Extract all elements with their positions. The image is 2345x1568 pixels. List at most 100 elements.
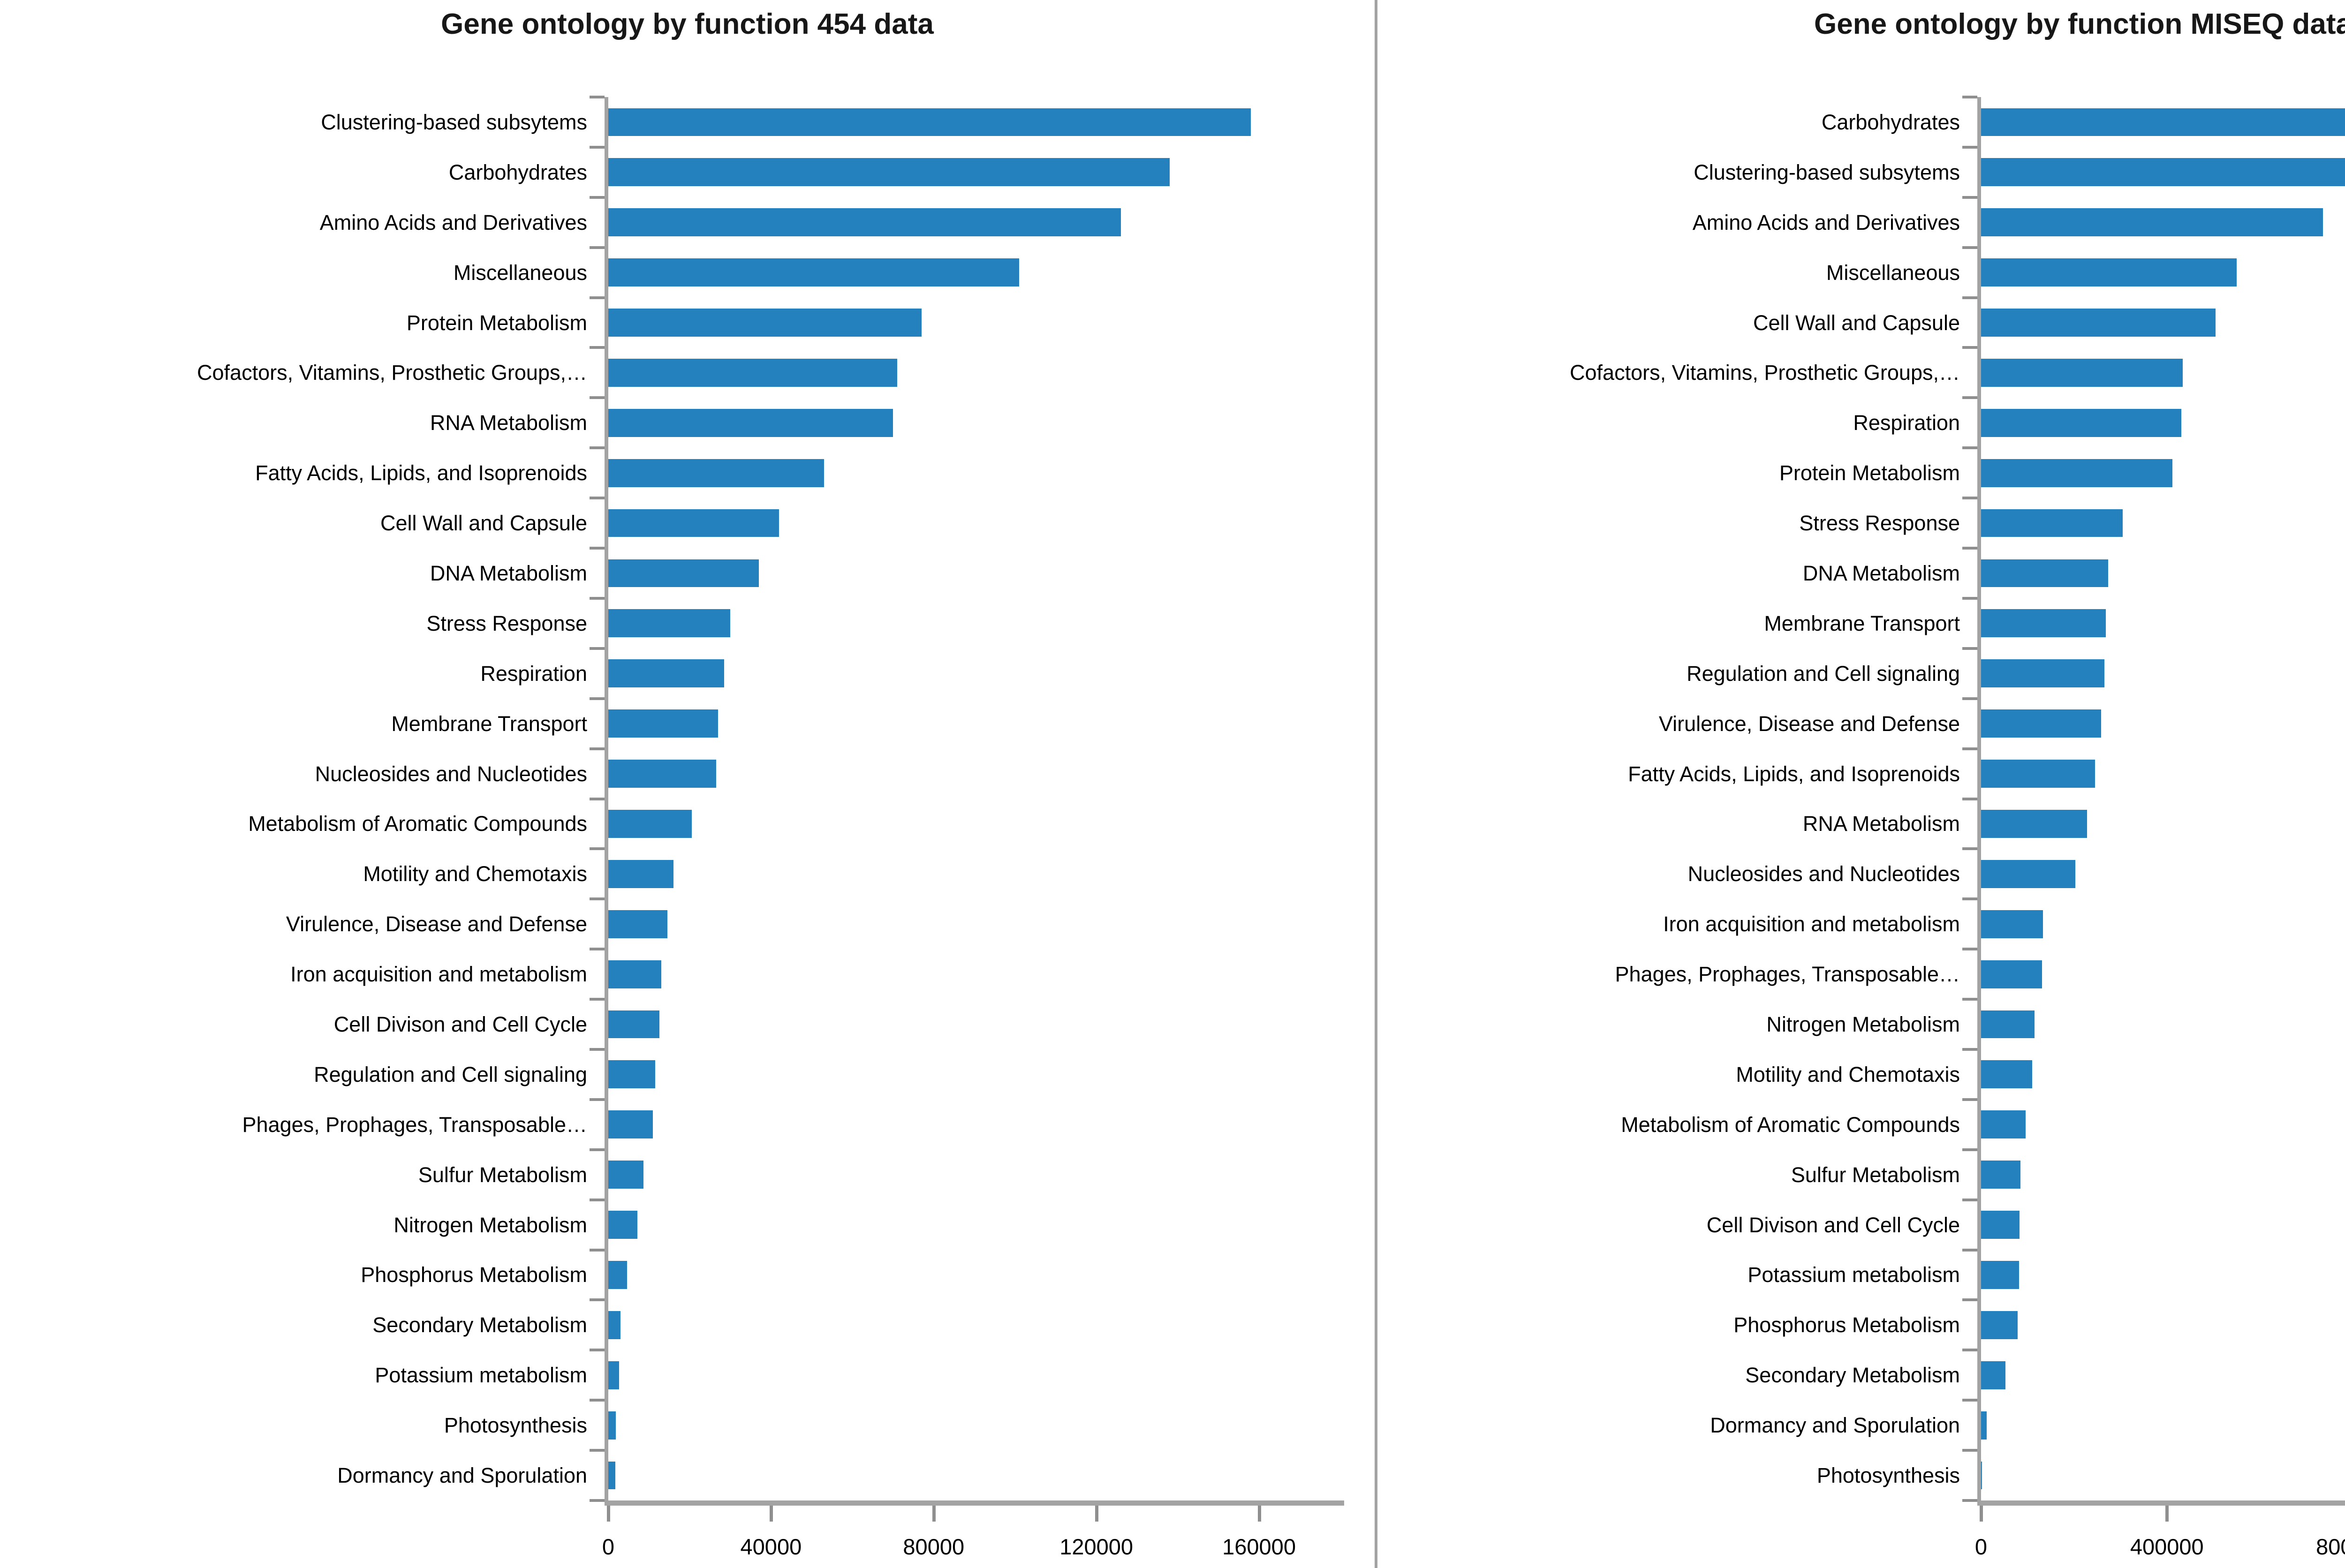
- y-tick-mark: [590, 396, 605, 400]
- label-row: Metabolism of Aromatic Compounds: [0, 799, 587, 849]
- chart-row: [608, 498, 1340, 548]
- bar: [1981, 358, 2183, 387]
- y-tick-mark: [1962, 96, 1977, 98]
- y-tick-mark: [1962, 1499, 1977, 1502]
- label-row: Dormancy and Sporulation: [0, 1450, 587, 1500]
- bar: [608, 1211, 637, 1239]
- bar: [608, 609, 731, 638]
- category-label: Virulence, Disease and Defense: [286, 912, 587, 936]
- x-tick-mark: [1095, 1506, 1098, 1522]
- chart-row: [1981, 1150, 2345, 1200]
- chart-row: [608, 448, 1340, 498]
- y-tick-mark: [1962, 697, 1977, 700]
- category-label: Cofactors, Vitamins, Prosthetic Groups,…: [197, 361, 587, 385]
- label-row: Respiration: [0, 648, 587, 699]
- label-row: Carbohydrates: [0, 147, 587, 197]
- category-label: Motility and Chemotaxis: [1736, 1062, 1960, 1086]
- chart-row: [1981, 347, 2345, 398]
- chart-row: [608, 147, 1340, 197]
- category-label: Stress Response: [426, 611, 587, 635]
- x-tick-label: 400000: [2130, 1534, 2204, 1559]
- bar: [1981, 1211, 2020, 1239]
- y-tick-mark: [1962, 145, 1977, 149]
- chart-row: [608, 1150, 1340, 1200]
- bar: [608, 1311, 621, 1339]
- category-label: Cell Divison and Cell Cycle: [1706, 1213, 1960, 1237]
- category-label: Nucleosides and Nucleotides: [1687, 862, 1960, 886]
- category-label: RNA Metabolism: [430, 411, 587, 435]
- bar: [1981, 1411, 1987, 1440]
- x-tick-mark: [932, 1506, 936, 1522]
- label-row: Phosphorus Metabolism: [1377, 1300, 1960, 1350]
- category-label: Nucleosides and Nucleotides: [315, 761, 587, 786]
- chart-row: [608, 899, 1340, 949]
- label-row: Cell Wall and Capsule: [1377, 298, 1960, 348]
- bar: [608, 1461, 615, 1490]
- category-label: RNA Metabolism: [1802, 812, 1960, 836]
- x-tick-mark: [2165, 1506, 2169, 1522]
- plot-area-miseq: Carbohydrates Clustering-based subsytems A…: [1377, 96, 2345, 1558]
- label-row: Virulence, Disease and Defense: [1377, 699, 1960, 749]
- label-row: Virulence, Disease and Defense: [0, 899, 587, 949]
- category-label: Regulation and Cell signaling: [1687, 661, 1960, 686]
- category-label: Protein Metabolism: [406, 310, 587, 335]
- y-tick-mark: [1962, 497, 1977, 500]
- label-row: Membrane Transport: [0, 699, 587, 749]
- chart-row: [608, 97, 1340, 147]
- category-label: Phosphorus Metabolism: [1733, 1313, 1960, 1337]
- label-row: Nitrogen Metabolism: [0, 1200, 587, 1250]
- chart-row: [608, 598, 1340, 648]
- category-label: Membrane Transport: [1764, 611, 1960, 635]
- label-row: Sulfur Metabolism: [1377, 1150, 1960, 1200]
- label-row: Phosphorus Metabolism: [0, 1250, 587, 1300]
- category-label: Nitrogen Metabolism: [1766, 1012, 1960, 1036]
- label-row: Miscellaneous: [0, 248, 587, 298]
- label-row: Potassium metabolism: [0, 1350, 587, 1400]
- chart-row: [1981, 949, 2345, 999]
- category-label: Nitrogen Metabolism: [393, 1213, 587, 1237]
- category-label: Respiration: [1853, 411, 1960, 435]
- bar: [1981, 258, 2237, 287]
- label-row: Protein Metabolism: [0, 298, 587, 348]
- panel-divider-line: [1375, 0, 1377, 1568]
- chart-row: [608, 648, 1340, 699]
- y-tick-mark: [590, 1449, 605, 1452]
- y-tick-mark: [1962, 1198, 1977, 1201]
- chart-row: [608, 749, 1340, 799]
- y-tick-mark: [590, 96, 605, 98]
- y-tick-mark: [590, 1098, 605, 1101]
- chart-row: [1981, 849, 2345, 899]
- label-row: Photosynthesis: [0, 1400, 587, 1450]
- label-row: Cofactors, Vitamins, Prosthetic Groups,…: [0, 347, 587, 398]
- y-tick-mark: [1962, 797, 1977, 800]
- bar: [608, 960, 661, 988]
- category-label: Virulence, Disease and Defense: [1658, 711, 1960, 736]
- y-tick-mark: [590, 497, 605, 500]
- bar: [1981, 509, 2123, 537]
- category-label: Protein Metabolism: [1779, 461, 1960, 485]
- chart-title-454: Gene ontology by function 454 data: [441, 8, 934, 40]
- chart-miseq-panel: Gene ontology by function MISEQ data Car…: [1377, 0, 2345, 1568]
- category-label: Cell Wall and Capsule: [1753, 310, 1960, 335]
- chart-row: [1981, 298, 2345, 348]
- bar: [608, 309, 922, 337]
- label-row: Secondary Metabolism: [1377, 1350, 1960, 1400]
- label-row: Metabolism of Aromatic Compounds: [1377, 1100, 1960, 1150]
- bar: [608, 1361, 620, 1389]
- category-label: Cell Wall and Capsule: [380, 511, 587, 535]
- x-tick-label: 80000: [903, 1534, 965, 1559]
- label-row: DNA Metabolism: [0, 548, 587, 598]
- chart-row: [1981, 197, 2345, 248]
- label-row: Clustering-based subsytems: [1377, 147, 1960, 197]
- y-tick-mark: [590, 1248, 605, 1251]
- label-row: RNA Metabolism: [1377, 799, 1960, 849]
- label-row: Regulation and Cell signaling: [1377, 648, 1960, 699]
- chart-row: [608, 548, 1340, 598]
- category-label: Motility and Chemotaxis: [363, 862, 587, 886]
- bar: [1981, 208, 2323, 237]
- category-label: Carbohydrates: [1821, 110, 1960, 134]
- bar: [1981, 609, 2106, 638]
- category-label: Respiration: [480, 661, 587, 686]
- y-tick-mark: [590, 1298, 605, 1302]
- chart-row: [1981, 648, 2345, 699]
